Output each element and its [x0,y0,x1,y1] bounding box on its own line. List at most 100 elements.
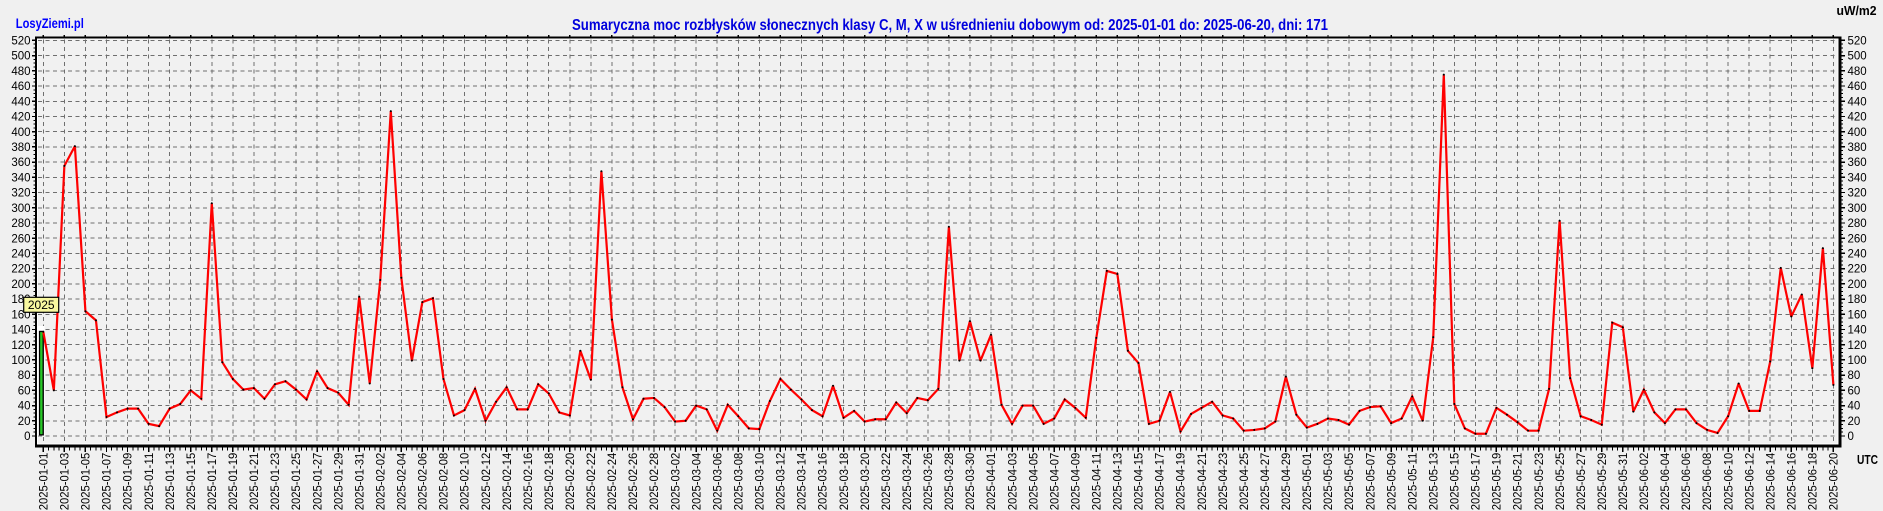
svg-text:2025-04-15: 2025-04-15 [1134,453,1146,511]
svg-text:240: 240 [1848,249,1867,261]
svg-text:120: 120 [1848,340,1867,352]
svg-text:2025-04-11: 2025-04-11 [1092,453,1104,511]
svg-text:260: 260 [1848,233,1867,245]
svg-text:480: 480 [11,66,30,78]
svg-text:2025-05-31: 2025-05-31 [1618,453,1630,511]
svg-text:20: 20 [18,416,31,428]
svg-text:2025-02-28: 2025-02-28 [649,453,661,511]
svg-text:uW/m2: uW/m2 [1837,4,1877,18]
svg-text:2025-02-02: 2025-02-02 [375,453,387,511]
svg-text:2025-06-08: 2025-06-08 [1702,453,1714,511]
svg-text:2025-03-10: 2025-03-10 [755,453,767,511]
svg-text:2025-05-21: 2025-05-21 [1513,453,1525,511]
svg-text:320: 320 [11,188,30,200]
svg-text:2025-05-11: 2025-05-11 [1407,453,1419,511]
svg-text:100: 100 [11,355,30,367]
svg-text:340: 340 [11,172,30,184]
svg-text:2025-06-16: 2025-06-16 [1786,453,1798,511]
svg-text:2025-03-20: 2025-03-20 [860,453,872,511]
svg-text:2025-01-05: 2025-01-05 [81,453,93,511]
svg-text:2025-05-09: 2025-05-09 [1386,453,1398,511]
svg-text:2025-06-14: 2025-06-14 [1765,452,1777,510]
svg-text:2025-04-17: 2025-04-17 [1155,453,1167,511]
svg-text:2025-03-26: 2025-03-26 [923,453,935,511]
svg-text:2025-01-29: 2025-01-29 [333,453,345,511]
svg-text:2025-05-17: 2025-05-17 [1471,453,1483,511]
svg-text:0: 0 [24,431,30,443]
svg-text:420: 420 [11,112,30,124]
svg-text:320: 320 [1848,188,1867,200]
svg-text:2025-03-08: 2025-03-08 [733,453,745,511]
svg-text:2025-04-09: 2025-04-09 [1070,453,1082,511]
svg-text:2025-02-18: 2025-02-18 [544,453,556,511]
svg-text:420: 420 [1848,112,1867,124]
svg-text:2025-06-06: 2025-06-06 [1681,453,1693,511]
svg-text:2025-03-14: 2025-03-14 [797,452,809,510]
svg-text:2025-05-15: 2025-05-15 [1450,453,1462,511]
svg-text:2025-03-06: 2025-03-06 [712,453,724,511]
svg-text:2025-02-26: 2025-02-26 [628,453,640,511]
svg-text:Sumaryczna moc rozbłysków słon: Sumaryczna moc rozbłysków słonecznych kl… [572,17,1328,34]
svg-text:280: 280 [11,218,30,230]
svg-text:2025-01-27: 2025-01-27 [312,453,324,511]
svg-text:2025-05-29: 2025-05-29 [1597,453,1609,511]
svg-text:380: 380 [11,142,30,154]
svg-text:240: 240 [11,249,30,261]
svg-text:120: 120 [11,340,30,352]
svg-text:400: 400 [11,127,30,139]
svg-text:100: 100 [1848,355,1867,367]
svg-text:2025-02-24: 2025-02-24 [607,452,619,510]
svg-text:2025-06-20: 2025-06-20 [1829,453,1841,511]
svg-text:300: 300 [1848,203,1867,215]
svg-text:2025-01-11: 2025-01-11 [144,453,156,511]
svg-text:2025-04-23: 2025-04-23 [1218,453,1230,511]
svg-text:20: 20 [1848,416,1861,428]
svg-text:520: 520 [11,35,30,47]
svg-text:2025-03-02: 2025-03-02 [670,453,682,511]
svg-text:40: 40 [1848,401,1861,413]
svg-text:2025-02-10: 2025-02-10 [460,453,472,511]
svg-text:2025-04-25: 2025-04-25 [1239,453,1251,511]
svg-text:140: 140 [1848,325,1867,337]
svg-text:2025-02-14: 2025-02-14 [502,452,514,510]
svg-text:2025-01-15: 2025-01-15 [186,453,198,511]
svg-text:2025-05-25: 2025-05-25 [1555,453,1567,511]
svg-text:2025-05-27: 2025-05-27 [1576,453,1588,511]
svg-text:2025-06-04: 2025-06-04 [1660,452,1672,510]
svg-text:2025-04-19: 2025-04-19 [1176,453,1188,511]
svg-text:2025-05-23: 2025-05-23 [1534,453,1546,511]
svg-text:2025-03-28: 2025-03-28 [944,453,956,511]
svg-text:2025-01-09: 2025-01-09 [123,453,135,511]
svg-text:480: 480 [1848,66,1867,78]
svg-text:2025-02-08: 2025-02-08 [439,453,451,511]
svg-text:2025-01-25: 2025-01-25 [291,453,303,511]
svg-text:440: 440 [11,96,30,108]
svg-text:2025-03-16: 2025-03-16 [818,453,830,511]
svg-text:500: 500 [11,51,30,63]
svg-text:2025-03-12: 2025-03-12 [776,453,788,511]
svg-text:200: 200 [1848,279,1867,291]
svg-text:2025-06-12: 2025-06-12 [1744,453,1756,511]
svg-text:2025-05-05: 2025-05-05 [1344,453,1356,511]
svg-text:2025-04-05: 2025-04-05 [1028,453,1040,511]
svg-text:160: 160 [1848,309,1867,321]
svg-text:2025-02-22: 2025-02-22 [586,453,598,511]
svg-text:340: 340 [1848,172,1867,184]
svg-text:2025-01-03: 2025-01-03 [60,453,72,511]
svg-text:2025-01-19: 2025-01-19 [228,453,240,511]
svg-text:460: 460 [1848,81,1867,93]
svg-text:2025-04-03: 2025-04-03 [1007,453,1019,511]
svg-text:2025-04-13: 2025-04-13 [1113,453,1125,511]
svg-text:2025-04-01: 2025-04-01 [986,453,998,511]
svg-text:2025-04-29: 2025-04-29 [1281,453,1293,511]
svg-text:0: 0 [1848,431,1854,443]
svg-text:2025-02-04: 2025-02-04 [397,452,409,510]
svg-text:80: 80 [1848,370,1861,382]
svg-text:440: 440 [1848,96,1867,108]
svg-text:360: 360 [11,157,30,169]
svg-text:460: 460 [11,81,30,93]
svg-text:2025-03-18: 2025-03-18 [839,453,851,511]
svg-text:2025-03-30: 2025-03-30 [965,453,977,511]
svg-text:2025-05-03: 2025-05-03 [1323,453,1335,511]
svg-text:200: 200 [11,279,30,291]
